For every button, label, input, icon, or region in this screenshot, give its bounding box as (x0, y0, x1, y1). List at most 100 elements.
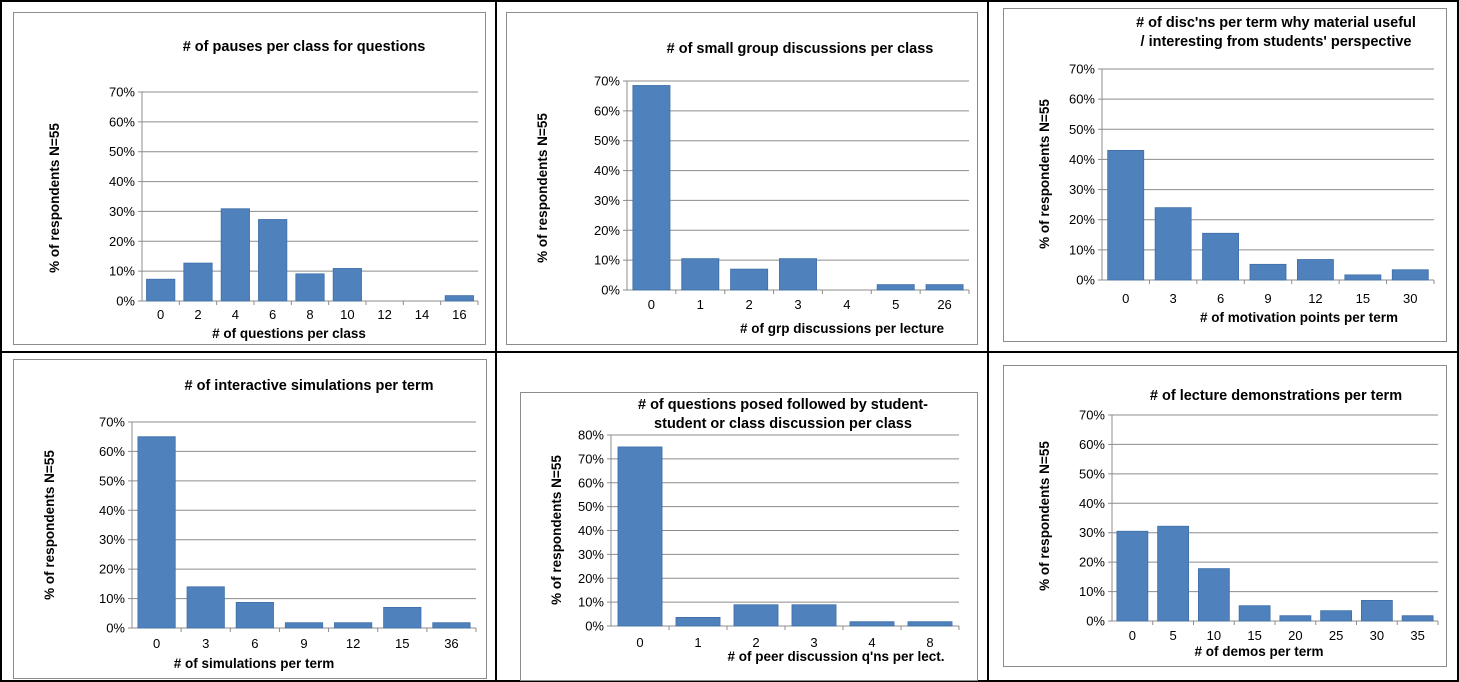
y-tick-label: 20% (594, 223, 620, 238)
x-tick-label: 9 (300, 636, 307, 651)
y-tick-label: 0% (106, 621, 125, 636)
y-axis-label: % of respondents N=55 (42, 450, 57, 600)
x-tick-label: 5 (1170, 628, 1177, 643)
chart-peer-discussion: 0% 10% 20% 30% 40% 50% 60% 70% 80% 0 1 2 3 4 8 # of que… (549, 397, 960, 664)
x-tick-label: 35 (1410, 628, 1424, 643)
bar (186, 586, 225, 629)
y-tick-label: 30% (1079, 525, 1105, 540)
y-tick-label: 70% (1069, 62, 1095, 77)
bar (334, 622, 373, 629)
bar (332, 268, 362, 302)
bar (295, 273, 325, 302)
y-tick-label: 40% (1079, 496, 1105, 511)
y-tick-label: 10% (1079, 584, 1105, 599)
y-axis-label: % of respondents N=55 (1037, 99, 1052, 249)
chart-panel-peer-discussion: 0% 10% 20% 30% 40% 50% 60% 70% 80% 0 1 2 3 4 8 # of que… (520, 392, 978, 681)
bar (1157, 525, 1190, 622)
y-tick-label: 0% (1086, 614, 1105, 629)
chart-title: student or class discussion per class (654, 416, 912, 432)
y-tick-label: 70% (594, 74, 620, 89)
x-tick-label: 6 (251, 636, 258, 651)
chart-title: # of pauses per class for questions (183, 39, 426, 55)
x-tick-label: 2 (752, 635, 759, 650)
y-tick-label: 60% (109, 114, 135, 129)
x-tick-label: 9 (1264, 291, 1271, 306)
x-tick-label: 0 (1122, 291, 1129, 306)
y-tick-label: 40% (594, 163, 620, 178)
x-axis-label: # of demos per term (1194, 644, 1323, 659)
y-tick-label: 70% (99, 415, 125, 430)
table-border-left (0, 0, 2, 682)
x-tick-label: 3 (1170, 291, 1177, 306)
chart-title: # of questions posed followed by student… (638, 397, 928, 413)
x-tick-label: 0 (648, 297, 655, 312)
chart-title: / interesting from students' perspective (1141, 34, 1412, 50)
y-tick-label: 50% (1069, 122, 1095, 137)
bar (183, 262, 213, 302)
bar (1238, 605, 1271, 622)
x-tick-label: 12 (1308, 291, 1322, 306)
bar (444, 295, 474, 302)
x-tick-label: 15 (1356, 291, 1370, 306)
bar (779, 258, 817, 291)
bar (1360, 599, 1393, 622)
chart-motivation: 0% 10% 20% 30% 40% 50% 60% 70% 0 3 6 9 12 15 30 # of di… (1037, 15, 1435, 325)
y-tick-label: 10% (109, 264, 135, 279)
x-tick-label: 8 (306, 307, 313, 322)
y-tick-label: 50% (594, 133, 620, 148)
bar (1344, 274, 1382, 281)
bar (1107, 149, 1145, 281)
y-tick-label: 30% (578, 547, 604, 562)
x-tick-label: 8 (926, 635, 933, 650)
x-tick-label: 0 (153, 636, 160, 651)
x-tick-label: 3 (794, 297, 801, 312)
y-tick-label: 20% (109, 234, 135, 249)
y-tick-label: 40% (109, 174, 135, 189)
x-tick-label: 36 (444, 636, 458, 651)
x-tick-label: 20 (1288, 628, 1302, 643)
bar (383, 606, 422, 629)
chart-title: # of disc'ns per term why material usefu… (1136, 15, 1416, 31)
bar (235, 601, 274, 629)
x-tick-label: 10 (1207, 628, 1221, 643)
y-tick-label: 80% (578, 428, 604, 443)
x-tick-label: 25 (1329, 628, 1343, 643)
bar (146, 278, 176, 302)
y-tick-label: 60% (99, 444, 125, 459)
y-tick-label: 0% (116, 294, 135, 309)
chart-panel-demos: 0% 10% 20% 30% 40% 50% 60% 70% 0 5 10 15 20 25 30 35 # o… (1003, 365, 1447, 667)
x-tick-label: 12 (377, 307, 391, 322)
bar (733, 604, 779, 627)
chart-title: # of interactive simulations per term (185, 378, 434, 394)
table-border-top (0, 0, 1459, 2)
x-tick-label: 6 (1217, 291, 1224, 306)
bar (1391, 269, 1429, 281)
y-tick-label: 50% (578, 499, 604, 514)
y-tick-label: 0% (585, 619, 604, 634)
y-tick-label: 70% (109, 85, 135, 100)
bar (220, 208, 250, 302)
y-axis-label: % of respondents N=55 (535, 113, 550, 263)
x-tick-label: 2 (194, 307, 201, 322)
bar (681, 258, 720, 291)
bar (876, 284, 915, 291)
x-tick-label: 3 (810, 635, 817, 650)
bar (432, 622, 471, 629)
y-tick-label: 30% (594, 193, 620, 208)
x-tick-label: 2 (746, 297, 753, 312)
x-tick-label: 15 (395, 636, 409, 651)
bar (284, 622, 324, 629)
x-tick-label: 30 (1403, 291, 1417, 306)
chart-panel-small-group: 0% 10% 20% 30% 40% 50% 60% 70% 0 1 2 3 4 5 26 # of smal… (506, 12, 978, 345)
bar (617, 446, 663, 627)
x-tick-label: 16 (452, 307, 466, 322)
x-tick-label: 0 (1129, 628, 1136, 643)
y-tick-label: 20% (99, 562, 125, 577)
y-tick-label: 10% (1069, 242, 1095, 257)
x-tick-label: 12 (346, 636, 360, 651)
x-tick-label: 14 (415, 307, 429, 322)
x-tick-label: 5 (892, 297, 899, 312)
x-tick-label: 4 (232, 307, 239, 322)
y-axis-label: % of respondents N=55 (1037, 441, 1052, 591)
